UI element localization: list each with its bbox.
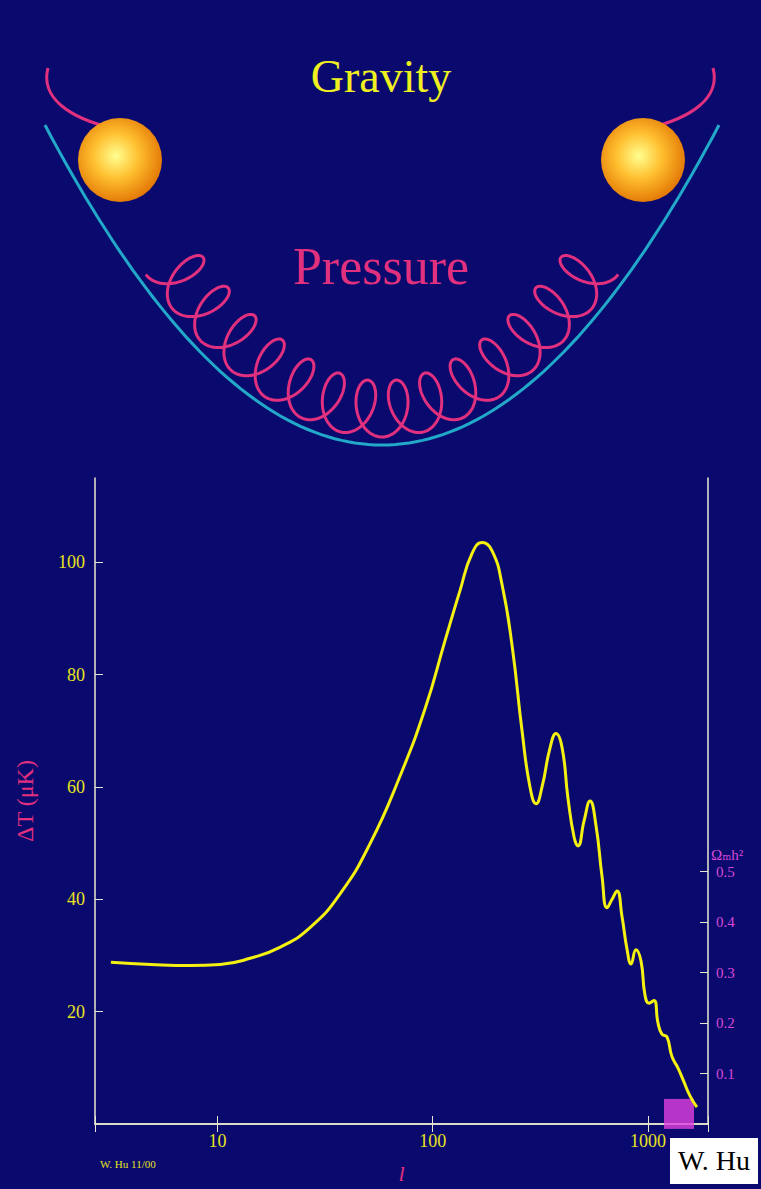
svg-text:Ωₘh²: Ωₘh²	[711, 847, 744, 863]
svg-text:60: 60	[67, 777, 85, 797]
html-text:W. Hu: W. Hu	[678, 1145, 750, 1176]
svg-text:0.4: 0.4	[716, 914, 735, 930]
svg-text:Gravity: Gravity	[311, 51, 452, 102]
svg-text:10: 10	[208, 1131, 226, 1151]
svg-text:0.1: 0.1	[716, 1066, 735, 1082]
svg-text:l: l	[398, 1161, 404, 1186]
svg-text:1000: 1000	[630, 1131, 666, 1151]
svg-text:0.3: 0.3	[716, 965, 735, 981]
svg-text:Pressure: Pressure	[293, 238, 469, 295]
svg-text:0.2: 0.2	[716, 1015, 735, 1031]
svg-text:100: 100	[419, 1131, 446, 1151]
svg-text:100: 100	[58, 552, 85, 572]
svg-text:20: 20	[67, 1002, 85, 1022]
svg-text:40: 40	[67, 889, 85, 909]
svg-text:ΔT (μK): ΔT (μK)	[12, 760, 38, 842]
svg-text:80: 80	[67, 665, 85, 685]
svg-text:W. Hu 11/00: W. Hu 11/00	[100, 1158, 156, 1170]
svg-text:0.5: 0.5	[716, 864, 735, 880]
